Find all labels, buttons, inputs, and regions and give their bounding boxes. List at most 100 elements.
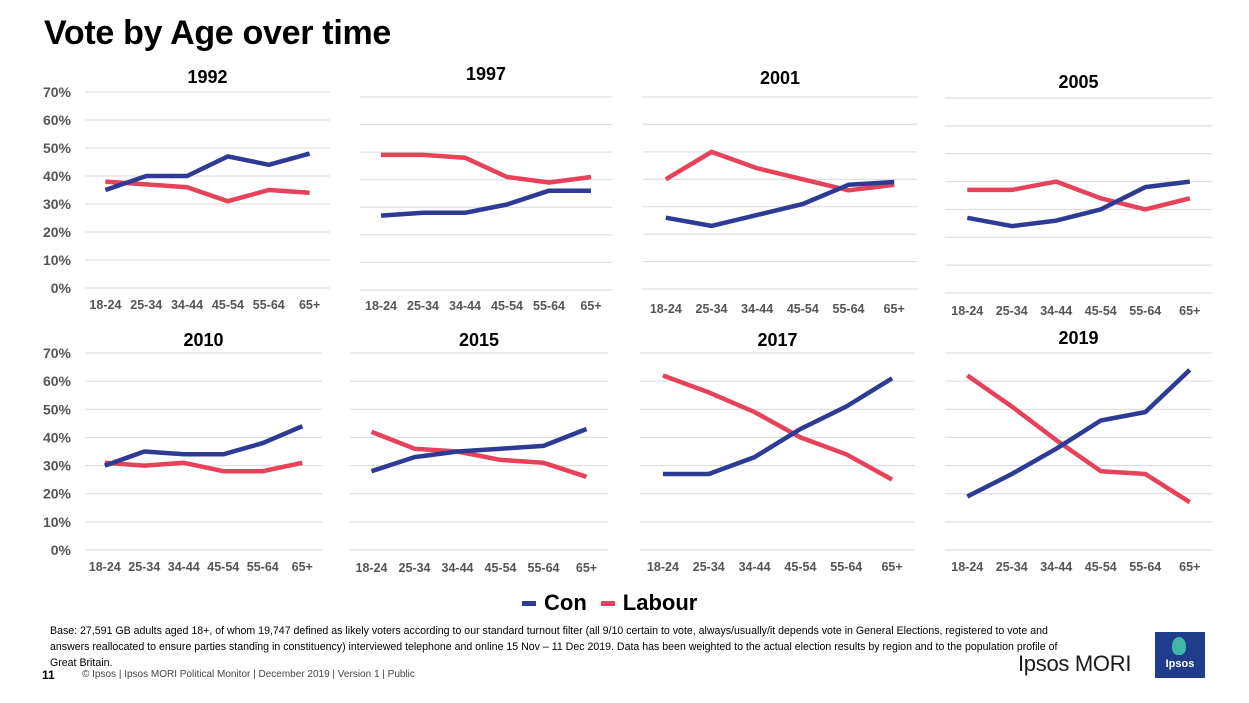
page-title: Vote by Age over time — [44, 14, 392, 52]
y-tick-label: 0% — [51, 280, 72, 296]
legend-label-labour: Labour — [622, 590, 698, 615]
footer-text: © Ipsos | Ipsos MORI Political Monitor |… — [82, 669, 415, 680]
logo-mark-icon — [1172, 637, 1186, 655]
x-tick-label: 34-44 — [442, 561, 474, 575]
x-tick-label: 45-54 — [1085, 304, 1117, 318]
y-tick-label: 50% — [43, 401, 72, 417]
x-tick-label: 34-44 — [449, 299, 481, 313]
series-line-con — [662, 376, 894, 477]
x-tick-label: 55-64 — [253, 298, 285, 312]
y-tick-label: 60% — [43, 112, 72, 128]
x-tick-label: 18-24 — [951, 560, 983, 574]
brand-wordmark: Ipsos MORI — [1018, 651, 1132, 676]
x-tick-label: 18-24 — [647, 560, 679, 574]
x-tick-label: 65+ — [1179, 560, 1200, 574]
y-tick-label: 20% — [43, 486, 72, 502]
series-line-con — [370, 426, 588, 474]
chart-title: 2015 — [459, 330, 499, 350]
series-line-labour — [966, 373, 1192, 505]
x-tick-label: 34-44 — [171, 298, 203, 312]
legend-swatch-con — [522, 600, 536, 606]
x-tick-label: 55-64 — [1129, 304, 1161, 318]
x-tick-label: 25-34 — [696, 302, 728, 316]
series-line-labour — [105, 179, 310, 204]
x-tick-label: 55-64 — [528, 561, 560, 575]
x-tick-label: 34-44 — [168, 560, 200, 574]
x-tick-label: 18-24 — [951, 304, 983, 318]
x-tick-label: 45-54 — [784, 560, 816, 574]
chart-title: 2001 — [760, 68, 800, 88]
x-tick-label: 25-34 — [399, 561, 431, 575]
x-tick-label: 25-34 — [996, 560, 1028, 574]
x-tick-label: 25-34 — [996, 304, 1028, 318]
legend: Con Labour — [522, 590, 697, 616]
x-tick-label: 18-24 — [365, 299, 397, 313]
chart-panel-2017: 2017 18-24 25-34 34-44 45-54 55-64 65+ — [640, 330, 915, 574]
x-tick-label: 25-34 — [130, 298, 162, 312]
legend-label-con: Con — [544, 590, 587, 615]
series-line-con — [966, 179, 1191, 229]
x-tick-label: 55-64 — [247, 560, 279, 574]
chart-title: 1992 — [187, 67, 227, 87]
x-tick-label: 65+ — [881, 560, 902, 574]
series-line-labour — [370, 429, 588, 479]
x-tick-label: 34-44 — [1040, 560, 1072, 574]
chart-title: 2017 — [757, 330, 797, 350]
chart-title: 2019 — [1058, 328, 1098, 348]
x-tick-label: 65+ — [576, 561, 597, 575]
x-tick-label: 45-54 — [212, 298, 244, 312]
x-tick-label: 45-54 — [491, 299, 523, 313]
page-number: 11 — [42, 668, 55, 682]
x-tick-label: 34-44 — [1040, 304, 1072, 318]
footnote: Base: 27,591 GB adults aged 18+, of whom… — [50, 625, 1058, 669]
x-tick-label: 45-54 — [787, 302, 819, 316]
legend-item-con: Con — [522, 590, 587, 616]
chart-panel-2010: 2010 0% 10% 20% 30% 40% 50% 60% 70% 18-24 25-34 34-… — [43, 330, 322, 574]
series-line-con — [104, 151, 311, 193]
x-tick-label: 55-64 — [833, 302, 865, 316]
chart-panel-2005: 2005 18-24 25-34 34-44 45-54 55-64 65+ — [945, 72, 1212, 318]
chart-grid: 1992 0% 10% 20% 30% 40% 50% 60% 70% 18-24 25-34 34-… — [43, 64, 1212, 575]
y-tick-label: 30% — [43, 196, 72, 212]
logo-text: Ipsos — [1165, 658, 1195, 670]
chart-title: 1997 — [466, 64, 506, 84]
ipsos-logo: Ipsos — [1155, 632, 1205, 678]
x-tick-label: 45-54 — [1085, 560, 1117, 574]
chart-panel-1992: 1992 0% 10% 20% 30% 40% 50% 60% 70% 18-24 25-34 34-… — [43, 67, 330, 312]
series-line-con — [665, 179, 895, 229]
x-tick-label: 65+ — [1179, 304, 1200, 318]
x-tick-label: 65+ — [299, 298, 320, 312]
series-line-con — [966, 368, 1192, 499]
legend-swatch-labour — [600, 600, 615, 606]
x-tick-label: 25-34 — [693, 560, 725, 574]
y-tick-label: 10% — [43, 252, 72, 268]
series-line-con — [104, 424, 304, 468]
legend-item-labour: Labour — [600, 590, 698, 616]
y-tick-label: 60% — [43, 373, 72, 389]
x-tick-label: 34-44 — [739, 560, 771, 574]
chart-panel-1997: 1997 18-24 25-34 34-44 45-54 55-64 65+ — [360, 64, 612, 313]
x-tick-label: 18-24 — [356, 561, 388, 575]
y-tick-label: 40% — [43, 168, 72, 184]
y-tick-label: 30% — [43, 458, 72, 474]
x-tick-label: 65+ — [292, 560, 313, 574]
x-tick-label: 18-24 — [650, 302, 682, 316]
y-tick-label: 0% — [51, 542, 72, 558]
y-tick-label: 40% — [43, 429, 72, 445]
y-tick-label: 50% — [43, 140, 72, 156]
x-tick-label: 45-54 — [207, 560, 239, 574]
x-tick-label: 18-24 — [89, 560, 121, 574]
series-line-con — [380, 188, 591, 218]
y-tick-label: 70% — [43, 345, 72, 361]
y-tick-label: 70% — [43, 84, 72, 100]
series-line-labour — [662, 373, 894, 482]
x-tick-label: 18-24 — [89, 298, 121, 312]
chart-title: 2005 — [1058, 72, 1098, 92]
chart-panel-2001: 2001 18-24 25-34 34-44 45-54 55-64 65+ — [643, 68, 917, 316]
chart-panel-2015: 2015 18-24 25-34 34-44 45-54 55-64 65+ — [350, 330, 608, 575]
x-tick-label: 55-64 — [830, 560, 862, 574]
chart-title: 2010 — [183, 330, 223, 350]
x-tick-label: 55-64 — [1129, 560, 1161, 574]
x-tick-label: 65+ — [884, 302, 905, 316]
y-tick-label: 10% — [43, 514, 72, 530]
